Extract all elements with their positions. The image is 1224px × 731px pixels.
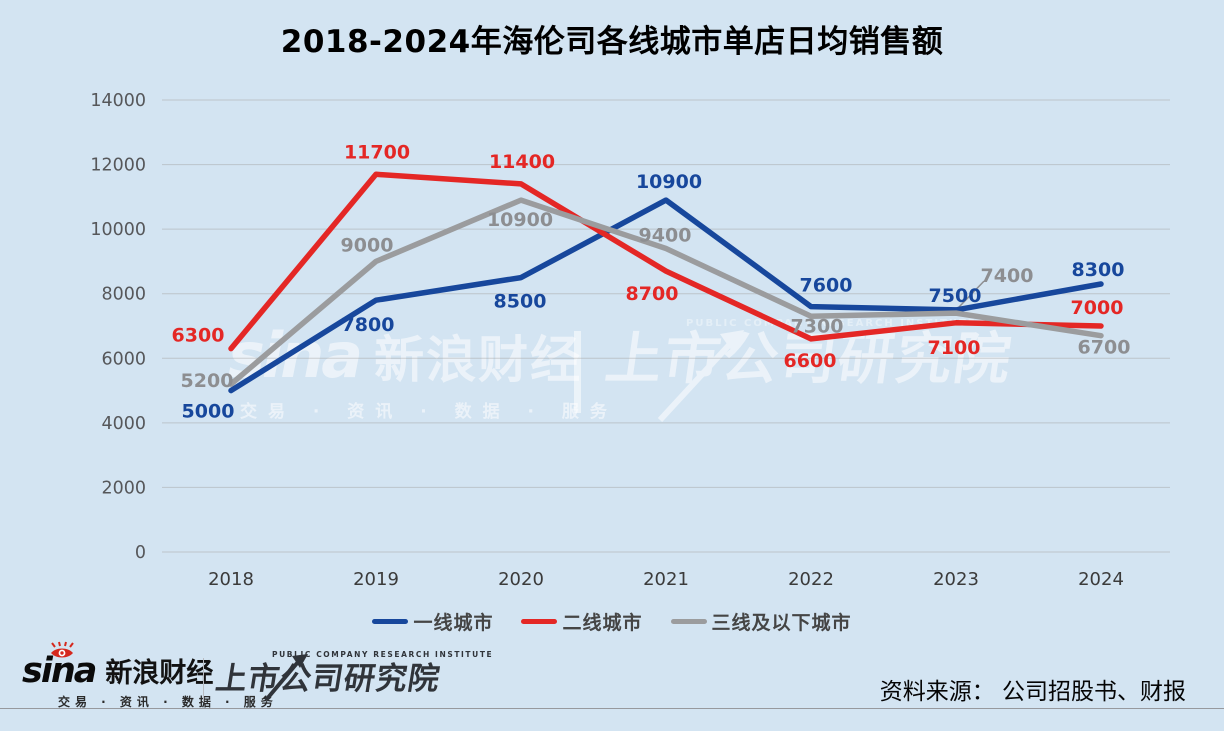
data-label: 5200: [181, 370, 234, 392]
pcri-logo: PUBLIC COMPANY RESEARCH INSTITUTE 上市公司研究…: [213, 650, 494, 702]
data-label: 7100: [928, 337, 981, 359]
sina-wordmark: sina: [22, 651, 97, 691]
data-label: 10900: [487, 209, 553, 231]
legend: 一线城市 二线城市 三线及以下城市: [0, 608, 1224, 635]
series-line: [228, 197, 1104, 394]
data-label: 8300: [1072, 259, 1125, 281]
legend-marker-tier1: [372, 619, 409, 624]
data-label: 6300: [172, 325, 225, 347]
data-label: 7000: [1071, 297, 1124, 319]
data-label: 5000: [182, 401, 235, 423]
data-label: 6700: [1078, 337, 1131, 359]
watermark-sina-block: sina 新浪财经 交易 · 资讯 · 数据 · 服务: [228, 325, 618, 423]
legend-marker-tier2: [521, 619, 558, 624]
footer: sina 新浪财经 交易 · 资讯 · 数据 · 服务 PUBLIC COMPA…: [0, 641, 1224, 731]
y-axis-tick: 8000: [101, 285, 146, 305]
watermark-arrow-icon: [657, 330, 744, 423]
chart-title: 2018-2024年海伦司各线城市单店日均销售额: [280, 24, 944, 60]
y-axis-tick: 0: [135, 543, 146, 563]
x-axis-tick: 2021: [643, 569, 689, 590]
legend-marker-tier3: [670, 619, 707, 624]
watermark-divider: [574, 331, 581, 413]
data-label: 9000: [341, 234, 394, 256]
data-label: 7400: [981, 265, 1034, 287]
data-label: 7300: [791, 315, 844, 337]
data-label: 11700: [344, 141, 410, 163]
data-label: 6600: [784, 350, 837, 372]
data-label: 7800: [342, 314, 395, 336]
data-label: 8700: [626, 283, 679, 305]
pcri-arrow-icon: [264, 654, 308, 702]
data-label: 10900: [636, 171, 702, 193]
x-axis-tick: 2018: [208, 569, 254, 590]
legend-label-tier1: 一线城市: [413, 612, 494, 634]
data-label: 8500: [494, 291, 547, 313]
series-line: [228, 197, 1104, 387]
legend-item-tier1: 一线城市: [372, 608, 493, 635]
y-axis-tick: 2000: [101, 478, 146, 498]
legend-item-tier3: 三线及以下城市: [670, 608, 852, 635]
data-label: 7600: [800, 275, 853, 297]
sina-finance-label: 新浪财经: [105, 658, 214, 689]
sina-eye-icon: [51, 641, 74, 658]
x-axis-tick: 2023: [933, 569, 979, 590]
y-axis-tick: 14000: [90, 91, 146, 111]
data-label: 9400: [639, 225, 692, 247]
x-axis-tick: 2024: [1078, 569, 1124, 590]
data-label: 11400: [489, 151, 555, 173]
y-axis-tick: 12000: [90, 156, 146, 176]
watermark-pcri-block: PUBLIC COMPANY RESEARCH INSTITUTE 上市公司研究…: [601, 318, 1017, 423]
pcri-zh-label: 上市公司研究院: [213, 661, 443, 697]
sina-logo: sina 新浪财经 交易 · 资讯 · 数据 · 服务: [22, 641, 278, 710]
watermark-sina-tagline: 交易 · 资讯 · 数据 · 服务: [240, 402, 618, 422]
x-axis-tick: 2019: [353, 569, 399, 590]
sina-tagline: 交易 · 资讯 · 数据 · 服务: [58, 695, 278, 709]
footer-rule: [0, 708, 1224, 709]
callout-leader-line: [956, 280, 985, 310]
footer-divider: [203, 658, 204, 702]
watermark-pcri-en-label: PUBLIC COMPANY RESEARCH INSTITUTE: [686, 318, 977, 329]
source-text: 资料来源： 公司招股书、财报: [879, 679, 1186, 705]
y-axis-tick: 4000: [101, 414, 146, 434]
series-line: [228, 171, 1104, 352]
legend-label-tier3: 三线及以下城市: [711, 612, 852, 634]
legend-label-tier2: 二线城市: [562, 612, 643, 634]
x-axis-tick: 2022: [788, 569, 834, 590]
x-axis-tick: 2020: [498, 569, 544, 590]
watermark-sina-finance-label: 新浪财经: [374, 331, 583, 389]
y-axis-tick: 6000: [101, 349, 146, 369]
y-axis-tick: 10000: [90, 220, 146, 240]
data-label: 7500: [929, 285, 982, 307]
pcri-en-label: PUBLIC COMPANY RESEARCH INSTITUTE: [272, 650, 494, 659]
legend-item-tier2: 二线城市: [521, 608, 642, 635]
